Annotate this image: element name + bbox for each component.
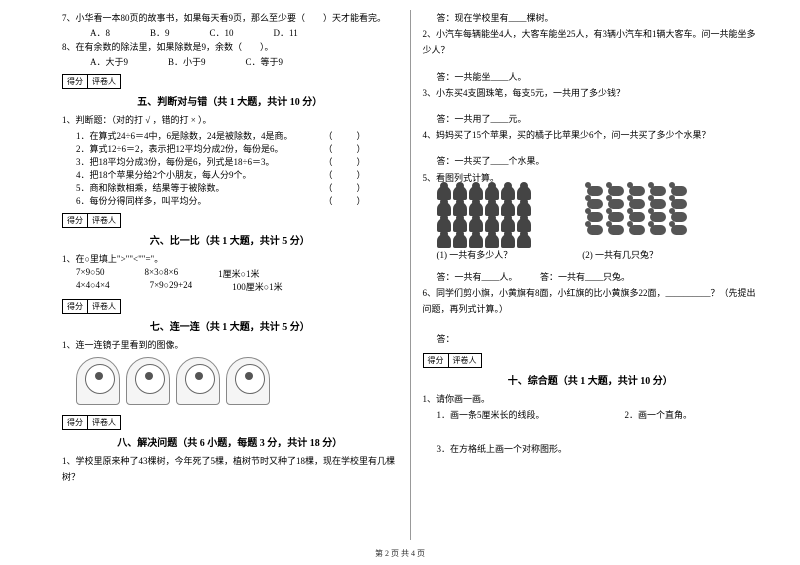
opt-d: D．11 [274, 26, 298, 39]
question-8: 8、在有余数的除法里，如果除数是9，余数（ ）。 [62, 39, 398, 55]
section-10-title: 十、综合题（共 1 大题，共计 10 分） [423, 372, 759, 387]
compare-row-2: 4×4○4×4 7×9○29+24 100厘米○1米 [62, 280, 398, 293]
problem-6: 6、同学们剪小旗，小黄旗有8面，小红旗的比小黄旗多22面，__________？… [423, 285, 759, 317]
section-7-title: 七、连一连（共 1 大题，共计 5 分） [62, 318, 398, 333]
z3: 3．在方格纸上画一个对称图形。 [423, 441, 759, 457]
left-column: 7、小华看一本80页的故事书，如果每天看9页，那么至少要（ ）天才能看完。 A．… [50, 10, 411, 540]
mirror-icon [76, 357, 120, 405]
compare-row-1: 7×9○50 8×3○8×6 1厘米○1米 [62, 267, 398, 280]
answer-6: 答： [423, 331, 759, 347]
mirror-icon [226, 357, 270, 405]
problem-4: 4、妈妈买了15个苹果，买的橘子比苹果少6个，问一共买了多少个水果？ [423, 127, 759, 143]
mirror-icon [126, 357, 170, 405]
judge-2: 2．算式12÷6＝2，表示把12平均分成2份，每份是6。（ ） [62, 142, 398, 155]
picture-groups [423, 186, 759, 248]
score-box: 得分 评卷人 [423, 353, 482, 368]
mirror-icon [176, 357, 220, 405]
judge-5: 5．商和除数相乘，结果等于被除数。（ ） [62, 181, 398, 194]
section-5-title: 五、判断对与错（共 1 大题，共计 10 分） [62, 93, 398, 108]
problem-2: 2、小汽车每辆能坐4人，大客车能坐25人，有3辆小汽车和1辆大客车。问一共能坐多… [423, 26, 759, 58]
answer-4: 答：一共买了____个水果。 [423, 153, 759, 169]
score-box: 得分 评卷人 [62, 213, 121, 228]
z-head: 1、请你画一画。 [423, 391, 759, 407]
judge-3: 3．把18平均分成3份，每份是6，列式是18÷6＝3。（ ） [62, 155, 398, 168]
section-6-title: 六、比一比（共 1 大题，共计 5 分） [62, 232, 398, 247]
q8-options: A．大于9 B．小于9 C．等于9 [62, 55, 398, 68]
page-footer: 第 2 页 共 4 页 [0, 548, 800, 559]
opt-a: A．8 [90, 26, 110, 39]
score-label: 得分 [63, 75, 88, 88]
people-picture [437, 186, 547, 248]
answer-5: 答：一共有____人。 答：一共有____只兔。 [423, 269, 759, 285]
opt-b: B．9 [150, 26, 170, 39]
opt-a: A．大于9 [90, 55, 128, 68]
grader-label: 评卷人 [88, 75, 120, 88]
answer-1: 答：现在学校里有____棵树。 [423, 10, 759, 26]
problem-1: 1、学校里原来种了43棵树，今年死了5棵，植树节时又种了18棵，现在学校里有几棵… [62, 453, 398, 485]
opt-b: B．小于9 [168, 55, 206, 68]
q7-options: A．8 B．9 C．10 D．11 [62, 26, 398, 39]
compare-head: 1、在○里填上">""<""="。 [62, 251, 398, 267]
right-column: 答：现在学校里有____棵树。 2、小汽车每辆能坐4人，大客车能坐25人，有3辆… [411, 10, 771, 540]
opt-c: C．等于9 [246, 55, 284, 68]
problem-3: 3、小东买4支圆珠笔，每支5元，一共用了多少钱？ [423, 85, 759, 101]
p5-subq: (1) 一共有多少人？ (2) 一共有几只兔？ [423, 248, 759, 261]
judge-1: 1．在算式24÷6＝4中，6是除数，24是被除数，4是商。（ ） [62, 129, 398, 142]
rabbit-picture [587, 186, 697, 248]
judge-6: 6．每份分得同样多，叫平均分。（ ） [62, 194, 398, 207]
score-box: 得分 评卷人 [62, 74, 121, 89]
mirror-head: 1、连一连镜子里看到的图像。 [62, 337, 398, 353]
judge-head: 1、判断题：（对的打 √ ，错的打 × ）。 [62, 112, 398, 128]
score-box: 得分 评卷人 [62, 415, 121, 430]
answer-3: 答：一共用了____元。 [423, 111, 759, 127]
opt-c: C．10 [210, 26, 234, 39]
judge-4: 4．把18个苹果分给2个小朋友，每人分9个。（ ） [62, 168, 398, 181]
question-7: 7、小华看一本80页的故事书，如果每天看9页，那么至少要（ ）天才能看完。 [62, 10, 398, 26]
z-row: 1．画一条5厘米长的线段。 2．画一个直角。 [423, 408, 759, 421]
section-8-title: 八、解决问题（共 6 小题，每题 3 分，共计 18 分） [62, 434, 398, 449]
mirror-images [62, 353, 398, 409]
score-box: 得分 评卷人 [62, 299, 121, 314]
answer-2: 答：一共能坐____人。 [423, 69, 759, 85]
